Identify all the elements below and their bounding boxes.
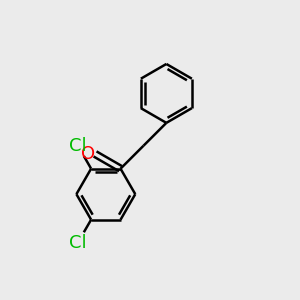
- Text: Cl: Cl: [69, 234, 87, 252]
- Text: Cl: Cl: [69, 137, 87, 155]
- Text: O: O: [81, 145, 95, 163]
